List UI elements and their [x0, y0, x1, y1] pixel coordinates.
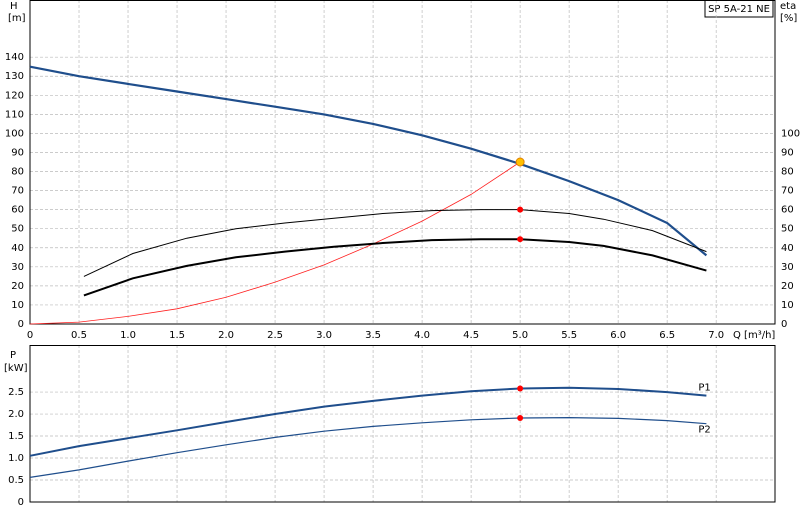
curve	[29, 416, 707, 478]
y-tick-label: 0	[18, 319, 24, 330]
curve	[83, 209, 707, 277]
y-tick-label: 20	[11, 281, 24, 292]
y2-tick-label: 10	[781, 300, 794, 311]
x-tick-label: 6.5	[659, 330, 675, 341]
legend-label: P2	[698, 425, 710, 436]
duty-point	[517, 415, 524, 422]
y2-tick-label: 100	[781, 128, 800, 139]
duty-point	[517, 206, 524, 213]
x-tick-label: 2.5	[267, 330, 283, 341]
x-tick-label: 6.0	[610, 330, 626, 341]
y-unit: [m]	[8, 13, 26, 24]
y-tick-label: 90	[11, 147, 24, 158]
title-box	[704, 0, 774, 18]
x-tick-label: 5.5	[561, 330, 577, 341]
y-tick-label: 0.5	[8, 475, 24, 486]
x-tick-label: 4.0	[414, 330, 430, 341]
y-tick-label: 1.5	[8, 431, 24, 442]
y-tick-label: 0	[18, 497, 24, 508]
legend-label: P1	[698, 383, 710, 394]
x-tick-label: 3.0	[316, 330, 332, 341]
x-tick-label: 5.0	[512, 330, 528, 341]
y-tick-label: 100	[5, 128, 24, 139]
y2-tick-label: 20	[781, 281, 794, 292]
curve	[83, 238, 707, 297]
y-tick-label: 80	[11, 167, 24, 178]
y-label: H	[10, 1, 18, 12]
x-tick-label: 0.5	[71, 330, 87, 341]
plot-frame	[29, 345, 776, 503]
y-tick-label: 110	[5, 109, 24, 120]
y-label: P	[10, 350, 16, 361]
y-tick-label: 2.5	[8, 387, 24, 398]
y2-tick-label: 80	[781, 167, 794, 178]
x-tick-label: 1.5	[169, 330, 185, 341]
y-tick-label: 1.0	[8, 453, 24, 464]
x-tick-label: 4.5	[463, 330, 479, 341]
y-tick-label: 10	[11, 300, 24, 311]
plot-frame	[29, 0, 776, 325]
y2-tick-label: 40	[781, 243, 794, 254]
duty-point	[517, 236, 524, 243]
y2-unit: [%]	[780, 13, 797, 24]
x-tick-label: 2.0	[218, 330, 234, 341]
duty-point	[517, 385, 524, 392]
x-tick-label: 7.0	[708, 330, 724, 341]
y-tick-label: 70	[11, 186, 24, 197]
x-tick-label: 1.0	[120, 330, 136, 341]
y-tick-label: 50	[11, 224, 24, 235]
duty-point	[515, 157, 525, 167]
y-tick-label: 2.0	[8, 409, 24, 420]
y2-tick-label: 70	[781, 186, 794, 197]
curve	[29, 161, 521, 325]
y2-label: eta	[780, 1, 796, 12]
y-tick-label: 120	[5, 90, 24, 101]
y2-tick-label: 0	[781, 319, 787, 330]
x-label: Q [m³/h]	[733, 330, 775, 341]
y2-tick-label: 90	[781, 147, 794, 158]
curve	[29, 386, 707, 457]
y-tick-label: 40	[11, 243, 24, 254]
curve	[29, 65, 708, 257]
y-tick-label: 140	[5, 52, 24, 63]
x-tick-label: 3.5	[365, 330, 381, 341]
y-tick-label: 30	[11, 262, 24, 273]
y-unit: [kW]	[4, 363, 28, 374]
y2-tick-label: 60	[781, 205, 794, 216]
y2-tick-label: 50	[781, 224, 794, 235]
y-tick-label: 130	[5, 71, 24, 82]
x-tick-label: 0	[27, 330, 33, 341]
y2-tick-label: 30	[781, 262, 794, 273]
chart-title: SP 5A-21 NE	[708, 4, 770, 15]
y-tick-label: 60	[11, 205, 24, 216]
